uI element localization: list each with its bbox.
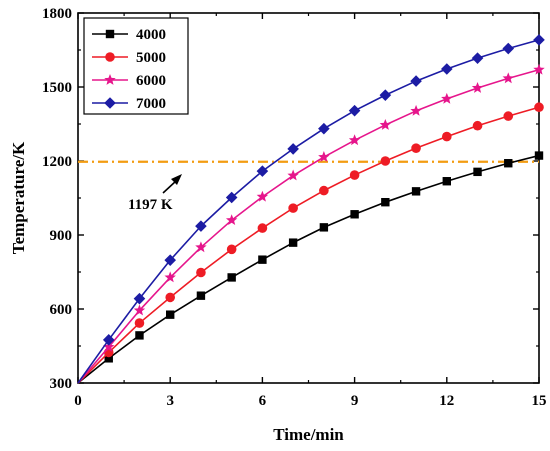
data-point-4000 — [411, 187, 421, 196]
legend-marker — [104, 74, 116, 85]
data-point-6000 — [533, 63, 545, 75]
data-point-5000 — [534, 102, 544, 113]
data-point-4000 — [258, 255, 267, 264]
data-point-6000 — [164, 271, 176, 283]
data-point-5000 — [257, 223, 268, 233]
legend-marker — [104, 97, 116, 109]
data-point-4000 — [135, 331, 144, 340]
y-tick-label: 300 — [50, 376, 73, 392]
data-point-6000 — [133, 304, 146, 316]
data-point-6000 — [471, 81, 484, 93]
data-point-6000 — [195, 241, 207, 253]
data-point-6000 — [103, 340, 115, 352]
data-point-4000 — [104, 354, 113, 363]
data-point-5000 — [442, 131, 452, 142]
y-tick-label: 1500 — [42, 80, 72, 96]
data-point-7000 — [195, 220, 207, 232]
legend-label: 5000 — [136, 50, 166, 66]
series-4000 — [77, 151, 544, 384]
data-point-4000 — [534, 151, 544, 160]
data-point-4000 — [442, 177, 451, 186]
y-tick-label: 900 — [50, 228, 73, 244]
series-line-7000 — [77, 39, 540, 384]
data-point-6000 — [225, 214, 238, 226]
legend-item-6000: 6000 — [92, 73, 166, 89]
data-point-4000 — [166, 310, 175, 319]
data-point-7000 — [379, 89, 392, 101]
data-point-7000 — [164, 254, 176, 266]
data-point-7000 — [287, 143, 299, 155]
data-point-5000 — [319, 185, 329, 196]
data-point-4000 — [288, 238, 298, 247]
data-point-7000 — [348, 104, 361, 117]
series-5000 — [77, 102, 544, 384]
legend-item-7000: 7000 — [92, 96, 166, 112]
data-point-5000 — [472, 120, 483, 131]
data-point-4000 — [196, 291, 206, 300]
reference-line-label: 1197 K — [128, 197, 173, 213]
data-point-5000 — [165, 292, 175, 303]
data-point-4000 — [381, 197, 390, 207]
legend-marker — [105, 52, 115, 62]
x-tick-label: 0 — [74, 393, 82, 409]
series-6000 — [77, 63, 545, 384]
series-line-6000 — [77, 68, 540, 384]
data-point-7000 — [225, 191, 238, 204]
data-point-5000 — [134, 318, 145, 328]
data-point-5000 — [380, 156, 391, 166]
data-point-5000 — [503, 111, 514, 121]
legend-label: 7000 — [136, 96, 166, 112]
series-line-5000 — [77, 106, 540, 384]
data-point-5000 — [411, 143, 421, 153]
data-point-6000 — [256, 190, 269, 202]
legend-label: 6000 — [136, 73, 166, 89]
legend: 4000 5000 6000 7000 — [83, 17, 189, 115]
data-point-7000 — [502, 42, 515, 55]
data-point-6000 — [441, 92, 453, 104]
data-point-6000 — [410, 104, 422, 116]
data-point-7000 — [133, 292, 146, 305]
legend-item-4000: 4000 — [92, 27, 166, 43]
data-point-7000 — [471, 52, 484, 64]
data-point-6000 — [502, 72, 514, 84]
data-point-6000 — [379, 118, 392, 130]
data-point-6000 — [287, 169, 299, 181]
data-point-7000 — [441, 63, 453, 75]
data-point-5000 — [349, 170, 360, 180]
data-point-7000 — [256, 165, 269, 177]
data-point-6000 — [348, 134, 361, 146]
legend-item-5000: 5000 — [92, 50, 166, 66]
y-axis-title: Temperature/K — [9, 141, 28, 254]
data-point-7000 — [533, 34, 545, 46]
annotation-arrow-head — [171, 174, 182, 185]
data-point-7000 — [102, 334, 115, 346]
data-point-4000 — [319, 223, 329, 232]
x-tick-label: 3 — [166, 393, 174, 409]
series-line-4000 — [77, 154, 540, 384]
data-point-4000 — [350, 210, 359, 219]
annotation-arrow-shaft — [162, 180, 177, 194]
legend-label: 4000 — [136, 27, 166, 43]
y-tick-label: 600 — [50, 302, 73, 318]
series-7000 — [77, 34, 545, 384]
x-tick-label: 6 — [259, 393, 267, 409]
data-point-5000 — [196, 267, 206, 278]
x-tick-label: 9 — [351, 393, 359, 409]
x-tick-label: 12 — [439, 393, 454, 409]
data-point-4000 — [227, 273, 236, 282]
data-point-5000 — [226, 244, 237, 255]
x-axis-title: Time/min — [273, 425, 344, 444]
x-tick-label: 15 — [532, 393, 547, 409]
y-tick-label: 1200 — [42, 154, 72, 170]
legend-marker — [105, 29, 115, 39]
plot-layer: 0 3 6 9 12 15 300 600 900 1200 1500 1800 4000 5000 600… — [42, 6, 547, 409]
y-tick-label: 1800 — [42, 6, 72, 22]
data-point-7000 — [318, 122, 330, 135]
data-point-5000 — [288, 203, 298, 213]
data-point-6000 — [318, 151, 330, 162]
data-point-7000 — [410, 75, 422, 87]
data-point-4000 — [473, 167, 482, 177]
data-point-4000 — [504, 159, 513, 168]
